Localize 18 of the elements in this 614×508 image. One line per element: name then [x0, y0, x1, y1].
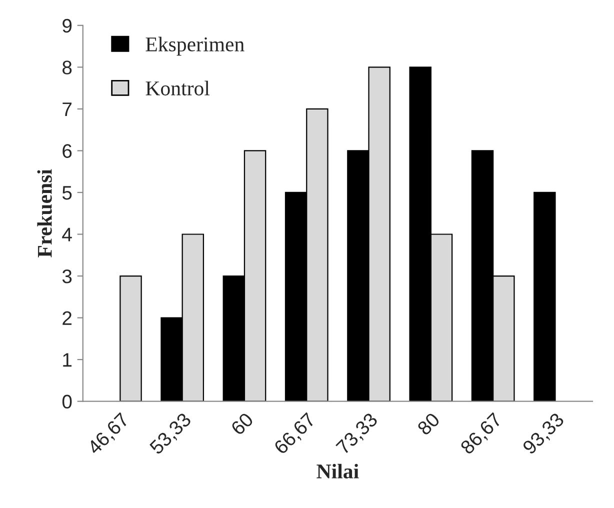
y-tick-label: 4	[62, 228, 72, 242]
y-tick-label: 0	[62, 394, 72, 409]
y-tick-label: 8	[62, 60, 72, 74]
y-tick-label: 2	[62, 311, 72, 325]
legend-label: Kontrol	[146, 80, 210, 96]
x-axis-title: Nilai	[316, 464, 359, 478]
y-tick-label: 3	[62, 269, 72, 284]
x-tick-label: 60	[230, 412, 254, 436]
y-tick-label: 9	[62, 18, 72, 33]
bar	[534, 192, 556, 402]
legend-label: Eksperimen	[146, 36, 244, 56]
y-axis-title: Frekuensi	[37, 169, 52, 258]
y-tick-label: 5	[62, 186, 72, 200]
y-tick-label: 6	[62, 144, 72, 158]
x-tick-label: 80	[416, 412, 440, 436]
y-tick-label: 1	[63, 353, 72, 367]
bar	[120, 275, 142, 402]
y-tick-label: 7	[62, 102, 72, 116]
